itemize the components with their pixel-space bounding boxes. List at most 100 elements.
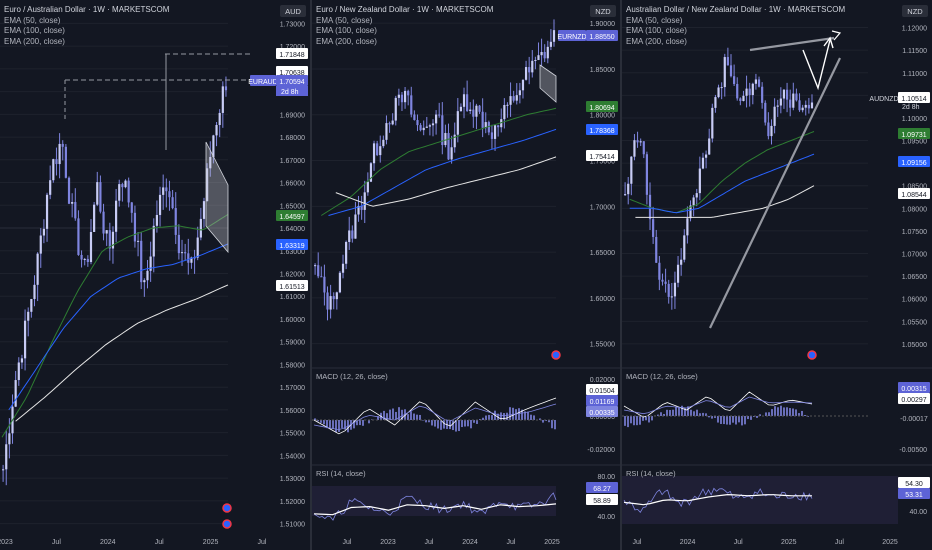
macd-histogram-bar <box>783 407 785 416</box>
candle-body <box>466 94 469 111</box>
eurnzd-ema50-value: 1.80694 <box>589 105 614 112</box>
audnzd-chart-svg[interactable]: 1.120001.115001.110001.105001.100001.095… <box>622 0 932 550</box>
event-marker-icon <box>807 350 817 360</box>
candle-body <box>351 230 354 239</box>
macd-histogram-bar <box>750 416 752 420</box>
candle-body <box>686 218 689 236</box>
price-tick-label: 1.69000 <box>280 112 305 119</box>
candle-body <box>136 240 140 242</box>
euraud-last-price-bg <box>276 75 308 86</box>
eurnzd-ema100-value-bg <box>586 124 618 135</box>
candle-body <box>158 194 162 215</box>
candle-body <box>360 205 363 210</box>
price-tick-label: 1.75000 <box>590 159 615 166</box>
macd-histogram-bar <box>530 414 532 420</box>
eurnzd-ema-line <box>321 107 557 216</box>
candle-body <box>33 284 36 300</box>
candle-body <box>419 125 422 131</box>
eurnzd-macd-value: 0.01504 <box>589 388 614 395</box>
candle-body <box>726 57 729 66</box>
price-tick-label: 1.58000 <box>280 362 305 369</box>
macd-histogram-bar <box>377 416 379 420</box>
eurnzd-macd-value-bg <box>586 384 618 395</box>
macd-histogram-bar <box>467 420 469 427</box>
candle-body <box>506 104 509 106</box>
price-tick-label: 1.09500 <box>902 139 927 146</box>
macd-histogram-bar <box>329 420 331 428</box>
eurnzd-chart-svg[interactable]: 1.90000 1.85000 1.80000 1.75000 1.70000 1.650… <box>312 0 620 550</box>
price-tick-label: 1.80000 <box>590 113 615 120</box>
macd-histogram-bar <box>554 420 556 430</box>
chart-panel-eurnzd[interactable]: 1.90000 1.85000 1.80000 1.75000 1.70000 1.650… <box>312 0 620 550</box>
macd-tick-label: -0.02000 <box>587 447 615 454</box>
rsi-ma-line <box>313 503 557 516</box>
eurnzd-symbol-tag: EURNZD <box>557 34 586 41</box>
candle-body <box>531 60 534 73</box>
macd-histogram-bar <box>624 416 626 426</box>
candle-body <box>36 253 39 285</box>
euraud-symbol-tag-bg <box>250 75 276 86</box>
eurnzd-last-price-bg <box>586 30 618 41</box>
macd-histogram-bar <box>636 416 638 426</box>
candle-body <box>149 256 152 271</box>
macd-histogram-bar <box>452 420 454 431</box>
candle-body <box>165 187 168 192</box>
euraud-legend: Euro / Australian Dollar · 1W · MARKETSC… <box>4 5 169 47</box>
candle-body <box>187 253 190 263</box>
macd-histogram-bar <box>416 414 418 420</box>
macd-histogram-bar <box>735 416 737 425</box>
candle-body <box>521 79 525 91</box>
audnzd-last-price: 1.10514 <box>901 96 926 103</box>
macd-histogram-bar <box>786 407 788 416</box>
candle-body <box>664 281 667 284</box>
audnzd-ema50-value-bg <box>898 128 930 139</box>
candle-body <box>739 98 742 102</box>
macd-histogram-bar <box>738 416 740 423</box>
candle-body <box>540 52 543 56</box>
price-tick-label: 1.68000 <box>280 135 305 142</box>
time-axis-label: 2023 <box>0 539 13 546</box>
macd-histogram-bar <box>410 411 412 420</box>
time-axis-label: Jul <box>507 539 516 546</box>
macd-histogram-bar <box>732 416 734 423</box>
macd-histogram-bar <box>633 416 635 426</box>
candle-body <box>655 236 658 263</box>
candle-body <box>17 362 20 381</box>
candle-body <box>537 55 540 61</box>
macd-histogram-bar <box>657 414 659 416</box>
time-axis-label: Jul <box>52 539 61 546</box>
candle-body <box>354 214 357 239</box>
candle-body <box>472 109 475 117</box>
candle-body <box>372 143 376 164</box>
rsi-tick-label: 40.00 <box>597 514 615 521</box>
time-axis-label: Jul <box>258 539 267 546</box>
panel-divider[interactable] <box>620 0 622 550</box>
chart-panel-audnzd[interactable]: 1.120001.115001.110001.105001.100001.095… <box>622 0 932 550</box>
macd-histogram-bar <box>338 420 340 432</box>
macd-histogram-bar <box>389 409 391 420</box>
candle-body <box>658 262 661 280</box>
price-tick-label: 1.55000 <box>280 431 305 438</box>
resistance-arrowhead <box>831 30 842 41</box>
price-tick-label: 1.07500 <box>902 229 927 236</box>
currency-badge-bg <box>902 5 928 17</box>
macd-histogram-bar <box>326 420 328 429</box>
chart-panel-euraud[interactable]: 1.730001.720001.710001.700001.690001.680… <box>0 0 310 550</box>
macd-histogram-bar <box>804 414 806 416</box>
price-tick-label: 1.72000 <box>280 44 305 51</box>
candle-body <box>74 202 77 219</box>
price-tick-label: 1.59000 <box>280 340 305 347</box>
candle-body <box>745 88 748 96</box>
euraud-chart-svg[interactable]: 1.730001.720001.710001.700001.690001.680… <box>0 0 310 550</box>
macd-histogram-bar <box>765 412 767 416</box>
audnzd-ema200-value-bg <box>898 188 930 199</box>
candle-body <box>792 93 795 108</box>
rsi-ma-line <box>623 493 812 506</box>
time-axis-label: Jul <box>835 539 844 546</box>
macd-histogram-bar <box>645 416 647 421</box>
macd-histogram-bar <box>419 414 421 420</box>
price-tick-label: 1.08000 <box>902 206 927 213</box>
price-tick-label: 1.73000 <box>280 21 305 28</box>
candle-body <box>385 123 388 140</box>
panel-divider[interactable] <box>310 0 312 550</box>
